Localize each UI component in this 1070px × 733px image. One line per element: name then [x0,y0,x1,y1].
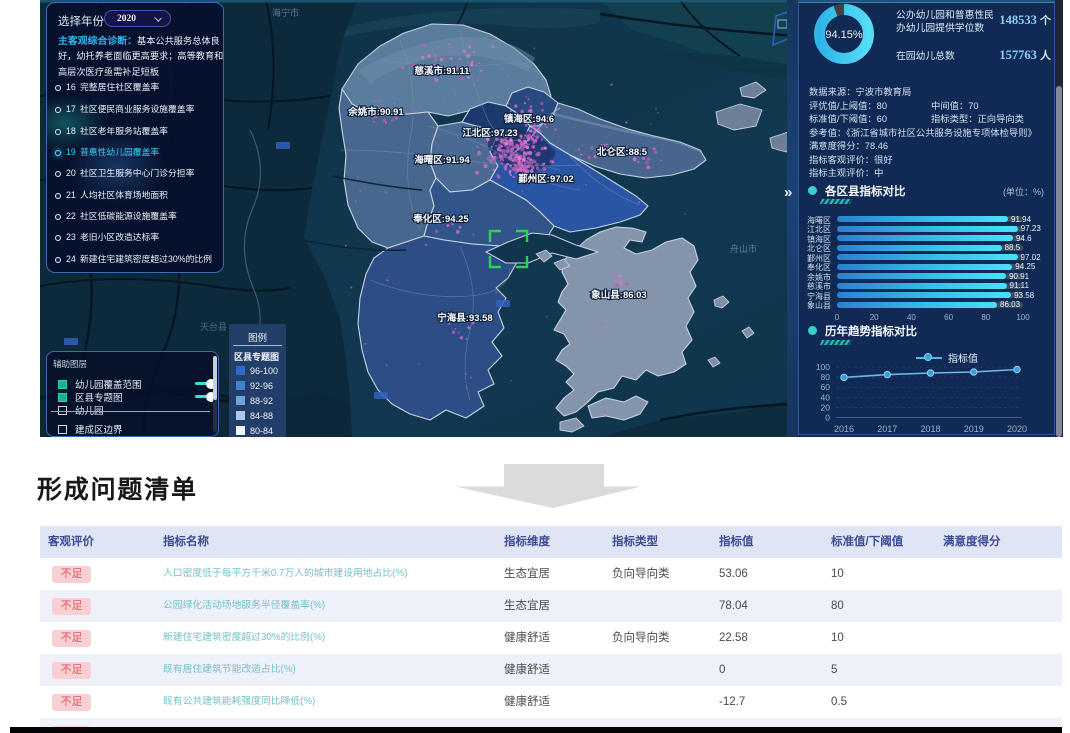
svg-text:94.15%: 94.15% [825,29,863,41]
svg-text:0: 0 [825,413,830,423]
svg-text:60: 60 [821,382,831,392]
svg-text:海曙区:91.94: 海曙区:91.94 [414,154,470,166]
svg-text:2020: 2020 [1007,424,1027,434]
svg-text:40: 40 [821,392,831,402]
svg-text:2016: 2016 [834,424,854,434]
svg-text:江北区:97.23: 江北区:97.23 [462,127,517,139]
svg-text:80: 80 [821,372,831,382]
svg-text:天台县: 天台县 [200,321,227,332]
svg-text:2017: 2017 [877,424,897,434]
svg-text:奉化区:94.25: 奉化区:94.25 [412,213,469,225]
svg-text:镇海区:94.6: 镇海区:94.6 [504,113,554,125]
svg-text:慈溪市:91.11: 慈溪市:91.11 [415,65,471,77]
svg-text:2018: 2018 [920,424,940,434]
svg-text:舟山市: 舟山市 [730,243,757,254]
svg-text:宁海县:93.58: 宁海县:93.58 [437,312,492,324]
svg-text:海宁市: 海宁市 [272,7,299,18]
svg-text:100: 100 [816,362,830,372]
svg-text:余姚市:90.91: 余姚市:90.91 [347,106,404,118]
svg-text:鄞州区:97.02: 鄞州区:97.02 [518,173,573,185]
svg-text:北仑区:88.5: 北仑区:88.5 [597,146,648,158]
svg-text:象山县:86.03: 象山县:86.03 [591,289,646,301]
svg-text:20: 20 [821,402,831,412]
svg-text:2019: 2019 [964,424,984,434]
